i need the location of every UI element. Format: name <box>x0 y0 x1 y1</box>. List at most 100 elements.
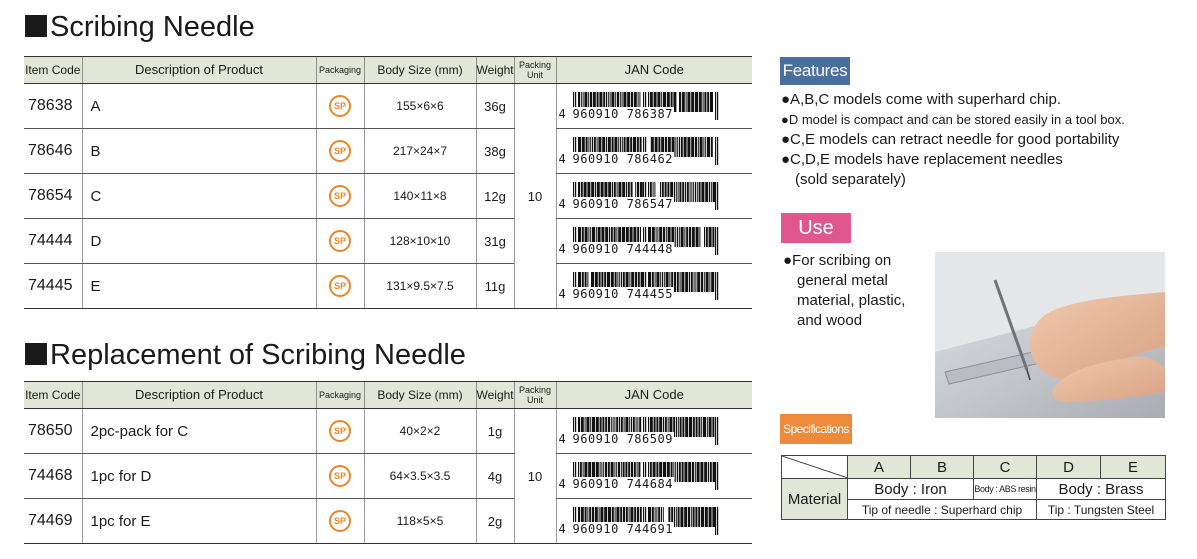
barcode-icon <box>572 272 718 300</box>
barcode-icon <box>572 182 718 210</box>
jan-lead-digit: 4 <box>558 242 566 256</box>
spec-corner-cell <box>781 455 848 479</box>
jan-barcode: 4 960910 744684 <box>557 454 753 498</box>
barcode-icon <box>572 227 718 255</box>
description-cell: A <box>81 83 316 129</box>
weight-cell: 11g <box>475 263 514 309</box>
spec-model-e: E <box>1100 455 1166 479</box>
item-code-cell: 74469 <box>24 498 82 544</box>
col-jan-code: JAN Code <box>555 56 752 84</box>
body-size-cell: 128×10×10 <box>363 218 476 264</box>
packaging-cell: SP <box>315 263 364 309</box>
body-size-cell: 131×9.5×7.5 <box>363 263 476 309</box>
jan-lead-digit: 4 <box>558 477 566 491</box>
table-row: 74445 E SP 131×9.5×7.5 11g 4 960910 744455 <box>24 263 753 309</box>
jan-digits: 960910 744448 <box>571 242 674 256</box>
spec-model-d: D <box>1036 455 1101 479</box>
col-packaging: Packaging <box>315 56 364 84</box>
jan-digits: 960910 744691 <box>571 522 674 536</box>
jan-lead-digit: 4 <box>558 107 566 121</box>
col-body-size: Body Size (mm) <box>363 56 476 84</box>
jan-lead-digit: 4 <box>558 432 566 446</box>
jan-barcode: 4 960910 744691 <box>557 499 753 543</box>
jan-lead-digit: 4 <box>558 197 566 211</box>
body-size-cell: 217×24×7 <box>363 128 476 174</box>
use-line: and wood <box>797 312 863 329</box>
packing-unit-cell: 10 <box>513 408 556 544</box>
barcode-icon <box>572 92 718 120</box>
sp-circle-icon: SP <box>329 275 351 297</box>
feature-item: ●C,D,E models have replacement needles <box>781 151 1063 168</box>
packaging-cell: SP <box>315 218 364 264</box>
jan-digits: 960910 786509 <box>571 432 674 446</box>
jan-barcode: 4 960910 786509 <box>557 409 753 453</box>
col-weight: Weight <box>475 381 514 409</box>
col-item-code: Item Code <box>24 56 82 84</box>
weight-cell: 2g <box>475 498 514 544</box>
section-title-text: Scribing Needle <box>50 11 255 43</box>
table-row: 78650 2pc-pack for C SP 40×2×2 1g 10 4 960910 7… <box>24 408 753 544</box>
body-size-cell: 64×3.5×3.5 <box>363 453 476 499</box>
scribing-needle-table: Item Code Description of Product Packagi… <box>24 56 752 309</box>
weight-cell: 36g <box>475 83 514 129</box>
packaging-cell: SP <box>315 128 364 174</box>
use-line: ●For scribing on <box>783 252 892 269</box>
sp-circle-icon: SP <box>329 185 351 207</box>
jan-lead-digit: 4 <box>558 287 566 301</box>
features-list: ●A,B,C models come with superhard chip. … <box>781 90 1181 190</box>
section-title-text: Replacement of Scribing Needle <box>50 339 466 371</box>
use-line: material, plastic, <box>797 292 906 309</box>
item-code-cell: 78646 <box>24 128 82 174</box>
jan-lead-digit: 4 <box>558 152 566 166</box>
col-jan-code: JAN Code <box>555 381 752 409</box>
sp-circle-icon: SP <box>329 140 351 162</box>
jan-code-cell: 4 960910 786509 <box>555 408 753 454</box>
col-description: Description of Product <box>81 56 316 84</box>
sp-circle-icon: SP <box>329 230 351 252</box>
table-row: 74468 1pc for D SP 64×3.5×3.5 4g 4 960910 7446… <box>24 453 753 499</box>
weight-cell: 38g <box>475 128 514 174</box>
packaging-cell: SP <box>315 498 364 544</box>
jan-barcode: 4 960910 786547 <box>557 174 753 218</box>
description-cell: E <box>81 263 316 309</box>
item-code-cell: 78654 <box>24 173 82 219</box>
weight-cell: 12g <box>475 173 514 219</box>
features-tag: Features <box>780 57 850 85</box>
description-cell: B <box>81 128 316 174</box>
jan-digits: 960910 744684 <box>571 477 674 491</box>
packaging-cell: SP <box>315 83 364 129</box>
specifications-table: A B C D E Material Body : Iron Body : AB… <box>781 455 1166 520</box>
scribing-hand-photo <box>935 252 1165 418</box>
body-size-cell: 155×6×6 <box>363 83 476 129</box>
use-description: ●For scribing on general metal material,… <box>783 251 943 331</box>
item-code-cell: 78638 <box>24 83 82 129</box>
table-row: 78638 A SP 155×6×6 36g 10 4 960910 786387 <box>24 83 752 309</box>
spec-model-a: A <box>847 455 911 479</box>
col-packaging: Packaging <box>315 381 364 409</box>
description-cell: 2pc-pack for C <box>81 408 316 454</box>
use-tag: Use <box>781 213 851 243</box>
item-code-cell: 74468 <box>24 453 82 499</box>
spec-body-abs: Body : ABS resin <box>973 478 1037 500</box>
spec-tip-superhard: Tip of needle : Superhard chip <box>847 499 1037 520</box>
spec-material-label: Material <box>781 478 848 520</box>
sp-circle-icon: SP <box>329 95 351 117</box>
jan-digits: 960910 786387 <box>571 107 674 121</box>
col-body-size: Body Size (mm) <box>363 381 476 409</box>
black-square-icon <box>25 343 47 365</box>
jan-code-cell: 4 960910 744448 <box>555 218 752 264</box>
barcode-icon <box>572 507 718 535</box>
use-line: general metal <box>797 272 888 289</box>
spec-tip-tungsten: Tip : Tungsten Steel <box>1036 499 1166 520</box>
col-weight: Weight <box>475 56 514 84</box>
col-packing-unit: Packing Unit <box>513 56 556 84</box>
barcode-icon <box>572 462 718 490</box>
jan-barcode: 4 960910 744455 <box>557 264 753 308</box>
col-item-code: Item Code <box>24 381 82 409</box>
body-size-cell: 40×2×2 <box>363 408 476 454</box>
table-row: 78654 C SP 140×11×8 12g 4 960910 786547 <box>24 173 753 219</box>
replacement-needle-table: Item Code Description of Product Packagi… <box>24 381 752 544</box>
feature-item: ●C,E models can retract needle for good … <box>781 131 1120 148</box>
description-cell: D <box>81 218 316 264</box>
sp-circle-icon: SP <box>329 465 351 487</box>
